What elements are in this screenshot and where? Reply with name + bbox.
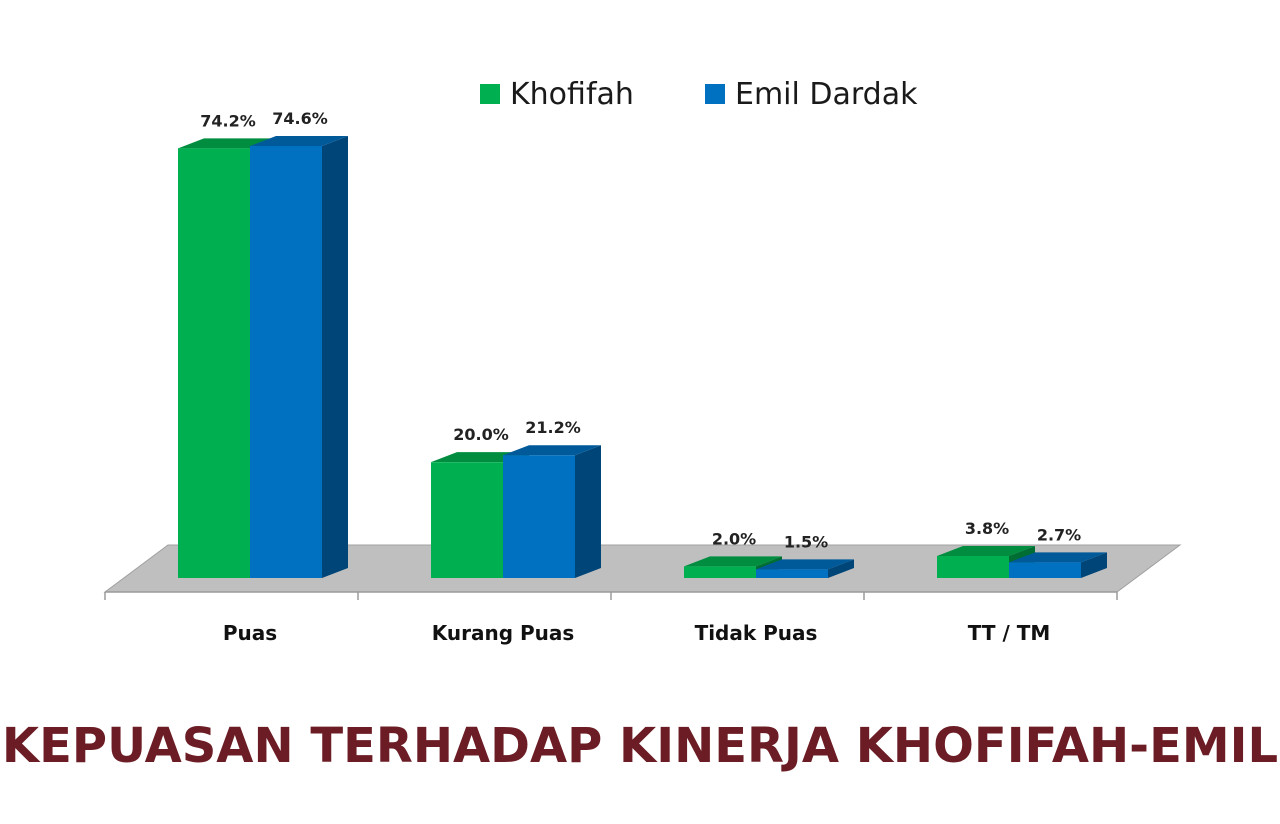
bar-value-label: 1.5% xyxy=(784,532,828,551)
bar-value-label: 21.2% xyxy=(525,418,581,437)
category-label: Kurang Puas xyxy=(432,621,575,645)
bar-value-label: 3.8% xyxy=(965,519,1009,538)
bar-value-label: 74.6% xyxy=(272,109,328,128)
bar-value-label: 74.2% xyxy=(200,111,256,130)
bar-emil-0 xyxy=(250,136,348,578)
legend-item: Emil Dardak xyxy=(705,77,918,112)
bar-value-label: 2.0% xyxy=(712,529,756,548)
legend-label: Khofifah xyxy=(510,77,634,112)
category-label: Puas xyxy=(223,621,277,645)
bar-value-label: 2.7% xyxy=(1037,525,1081,544)
category-label: Tidak Puas xyxy=(695,621,818,645)
bar-emil-3 xyxy=(1009,552,1107,578)
x-axis xyxy=(104,591,1118,600)
legend: Khofifah Emil Dardak xyxy=(480,77,918,112)
legend-item: Khofifah xyxy=(480,77,634,112)
bars-group xyxy=(178,136,1107,579)
category-label: TT / TM xyxy=(968,621,1051,645)
legend-swatch xyxy=(480,84,500,104)
bar-value-label: 20.0% xyxy=(453,425,509,444)
category-labels-group: Puas Kurang Puas Tidak Puas TT / TM xyxy=(223,621,1050,645)
bar-emil-1 xyxy=(503,445,601,578)
bar-chart: 74.2% 74.6% 20.0% 21.2% 2.0% 1.5% 3.8% 2.7% Pua… xyxy=(103,77,1182,645)
bar-emil-2 xyxy=(756,559,854,578)
legend-label: Emil Dardak xyxy=(735,77,918,112)
legend-swatch xyxy=(705,84,725,104)
chart-title: KEPUASAN TERHADAP KINERJA KHOFIFAH-EMIL xyxy=(1,718,1279,774)
bar-labels-group: 74.2% 74.6% 20.0% 21.2% 2.0% 1.5% 3.8% 2.7% xyxy=(200,109,1081,551)
